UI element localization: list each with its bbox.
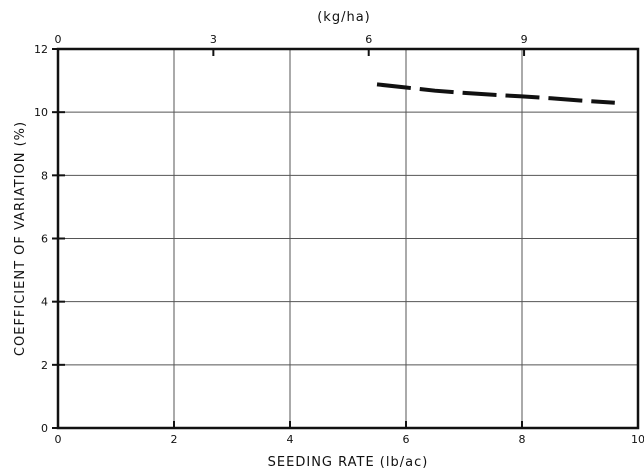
grid xyxy=(57,48,639,429)
y-tick-label: 8 xyxy=(41,169,48,182)
x-tick-label: 0 xyxy=(55,433,62,446)
top-x-tick-label: 9 xyxy=(521,33,528,46)
top-x-tick-label: 0 xyxy=(55,33,62,46)
x-tick-label: 6 xyxy=(403,433,410,446)
y-tick-label: 6 xyxy=(41,233,48,246)
series-line xyxy=(376,82,615,105)
ticks: 0 2 4 6 8 10 0 2 4 6 8 10 12 0 3 6 9 xyxy=(34,33,644,446)
y-tick-label: 10 xyxy=(34,106,48,119)
top-axis-label: (kg/ha) xyxy=(317,10,371,25)
y-tick-label: 0 xyxy=(41,422,48,435)
x-tick-label: 10 xyxy=(631,433,644,446)
y-tick-label: 2 xyxy=(41,359,48,372)
series-layer xyxy=(376,82,615,105)
y-tick-label: 4 xyxy=(41,296,48,309)
x-axis-label: SEEDING RATE (lb/ac) xyxy=(268,455,429,470)
x-tick-label: 8 xyxy=(519,433,526,446)
top-x-tick-label: 3 xyxy=(210,33,217,46)
x-tick-label: 2 xyxy=(171,433,178,446)
x-tick-label: 4 xyxy=(287,433,294,446)
y-axis-label: COEFFICIENT OF VARIATION (%) xyxy=(13,121,28,356)
top-x-tick-label: 6 xyxy=(365,33,372,46)
y-tick-label: 12 xyxy=(34,43,48,56)
